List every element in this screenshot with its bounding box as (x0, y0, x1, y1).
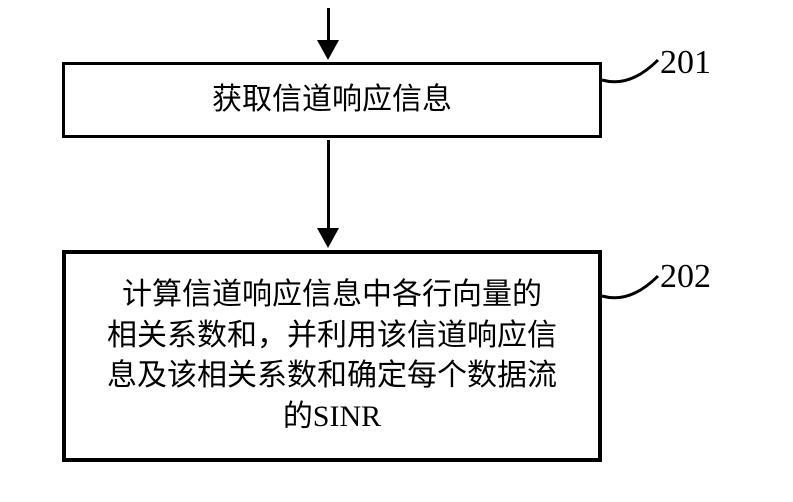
arrow-1-head (317, 40, 339, 60)
connector-2 (600, 274, 660, 314)
arrow-1-line (327, 8, 330, 42)
step-2-line3: 息及该相关系数和确定每个数据流 (107, 356, 557, 397)
step-1-text: 获取信道响应信息 (212, 80, 452, 121)
label-202: 202 (660, 258, 711, 296)
label-201: 201 (660, 44, 711, 82)
connector-1 (600, 58, 660, 98)
step-2-line2: 相关系数和，并利用该信道响应信 (107, 316, 557, 357)
arrow-2-head (317, 228, 339, 248)
flowchart-canvas: 获取信道响应信息 201 计算信道响应信息中各行向量的 相关系数和，并利用该信道… (0, 0, 793, 502)
step-2-line4: 的SINR (283, 397, 381, 438)
step-2-box: 计算信道响应信息中各行向量的 相关系数和，并利用该信道响应信 息及该相关系数和确… (62, 250, 602, 462)
step-1-box: 获取信道响应信息 (62, 62, 602, 138)
step-2-line1: 计算信道响应信息中各行向量的 (122, 275, 542, 316)
arrow-2-line (327, 140, 330, 230)
